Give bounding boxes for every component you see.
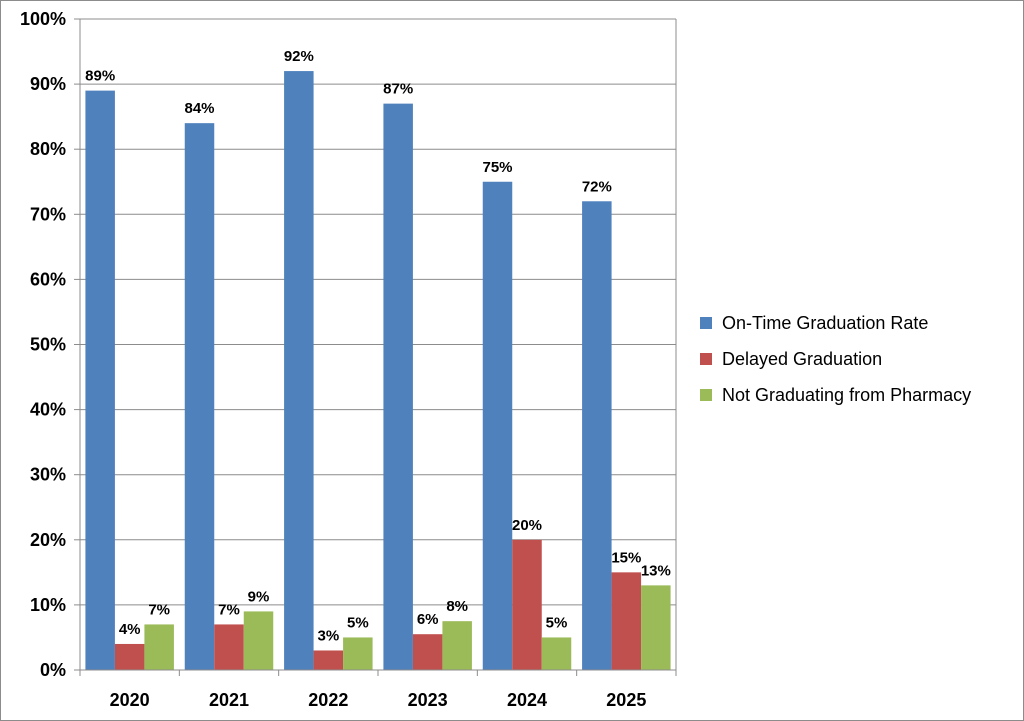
x-tick-label: 2024: [507, 690, 547, 710]
legend-swatch: [700, 317, 712, 329]
data-label: 84%: [184, 100, 214, 117]
bar-2025-series-0: [582, 201, 612, 670]
data-label: 20%: [512, 517, 542, 534]
data-label: 9%: [248, 588, 270, 605]
y-tick-label: 10%: [30, 595, 66, 615]
bar-2024-series-1: [512, 539, 542, 670]
data-label: 92%: [284, 48, 314, 65]
gridlines: [80, 18, 676, 606]
data-label: 13%: [641, 562, 671, 579]
data-label: 72%: [582, 178, 612, 195]
x-tick-label: 2023: [408, 690, 448, 710]
bar-2025-series-1: [611, 572, 642, 670]
bar-2024-series-0: [482, 181, 513, 670]
data-label: 4%: [119, 621, 141, 638]
x-tick-label: 2021: [209, 690, 249, 710]
data-label: 6%: [417, 611, 439, 628]
y-tick-label: 100%: [20, 9, 66, 29]
legend-label: Delayed Graduation: [722, 349, 882, 369]
legend: On-Time Graduation Rate Delayed Graduatio…: [700, 313, 971, 405]
bar-2020-series-0: [85, 90, 115, 671]
axes: 0% 10% 20% 30% 40% 50% 60% 70% 80% 90% 100% 2020 202…: [20, 9, 677, 710]
data-label: 7%: [148, 601, 170, 618]
data-label: 7%: [218, 601, 240, 618]
legend-label: Not Graduating from Pharmacy: [722, 385, 971, 405]
bar-2022-series-2: [343, 637, 373, 670]
y-tick-label: 60%: [30, 269, 66, 289]
bar-2021-series-1: [214, 624, 244, 670]
data-label: 87%: [383, 81, 413, 98]
data-label: 3%: [317, 627, 339, 644]
bar-2023-series-1: [412, 634, 443, 670]
y-tick-label: 70%: [30, 204, 66, 224]
y-tick-label: 50%: [30, 335, 66, 355]
legend-swatch: [700, 389, 712, 401]
data-label: 75%: [482, 159, 512, 176]
bar-2022-series-1: [313, 650, 344, 670]
y-tick-label: 30%: [30, 465, 66, 485]
x-tick-label: 2022: [308, 690, 348, 710]
bar-2023-series-2: [442, 621, 472, 670]
legend-swatch: [700, 353, 712, 365]
bar-2021-series-2: [243, 611, 274, 670]
y-tick-label: 80%: [30, 139, 66, 159]
bar-2021-series-0: [184, 123, 215, 670]
legend-label: On-Time Graduation Rate: [722, 313, 928, 333]
bar-2020-series-1: [114, 643, 145, 670]
y-tick-label: 20%: [30, 530, 66, 550]
x-tick-label: 2020: [110, 690, 150, 710]
y-tick-label: 0%: [40, 660, 66, 680]
y-tick-label: 40%: [30, 400, 66, 420]
data-label: 8%: [446, 598, 468, 615]
bar-2022-series-0: [284, 71, 314, 670]
bar-2024-series-2: [541, 637, 572, 670]
bars: [85, 71, 671, 671]
data-label: 15%: [611, 549, 641, 566]
y-tick-label: 90%: [30, 74, 66, 94]
x-tick-label: 2025: [606, 690, 646, 710]
data-label: 89%: [85, 68, 115, 85]
bar-2020-series-2: [144, 624, 174, 670]
bar-2025-series-2: [641, 585, 671, 670]
data-labels: 89% 84% 92% 87% 75% 72% 4% 7% 3% 6% 20% 15% 7% 9% 5% 8%…: [85, 48, 671, 644]
bar-2023-series-0: [383, 103, 413, 670]
data-label: 5%: [546, 614, 568, 631]
data-label: 5%: [347, 614, 369, 631]
